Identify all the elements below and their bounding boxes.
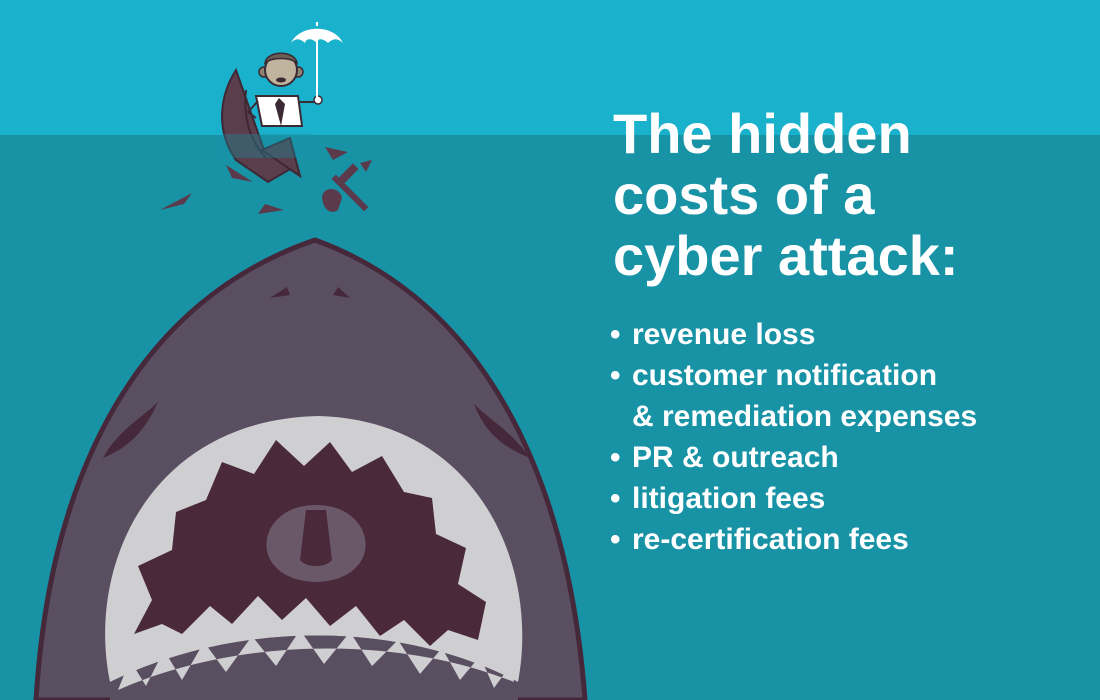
shark-mouth — [134, 440, 486, 646]
cost-item-text-continued: & remediation expenses — [632, 400, 978, 433]
businessman-illustration — [246, 52, 323, 127]
cost-item-text: customer notification — [632, 359, 938, 392]
cost-item-text: litigation fees — [632, 482, 826, 515]
headline-line-1: The hidden — [613, 102, 912, 165]
umbrella-icon — [291, 22, 343, 98]
propeller-icon — [322, 160, 372, 212]
cost-item-text: re-certification fees — [632, 523, 909, 556]
headline-line-2: costs of a — [613, 163, 875, 226]
sky — [0, 0, 1100, 135]
cost-item-revenue-loss: revenue loss — [610, 314, 977, 355]
cost-item-pr-outreach: PR & outreach — [610, 437, 977, 478]
boat-debris — [160, 147, 348, 214]
cost-item-text: PR & outreach — [632, 441, 839, 474]
cost-item-recertification-fees: re-certification fees — [610, 519, 977, 560]
cost-item-litigation-fees: litigation fees — [610, 478, 977, 519]
boat-illustration — [221, 67, 314, 184]
cost-item-customer-notification: customer notification & remediation expe… — [610, 355, 977, 437]
hidden-costs-list: revenue loss customer notification & rem… — [610, 314, 977, 560]
headline-line-3: cyber attack: — [613, 224, 959, 287]
headline: The hidden costs of a cyber attack: — [613, 103, 959, 286]
shark-illustration — [33, 237, 588, 700]
cost-item-text: revenue loss — [632, 318, 816, 351]
